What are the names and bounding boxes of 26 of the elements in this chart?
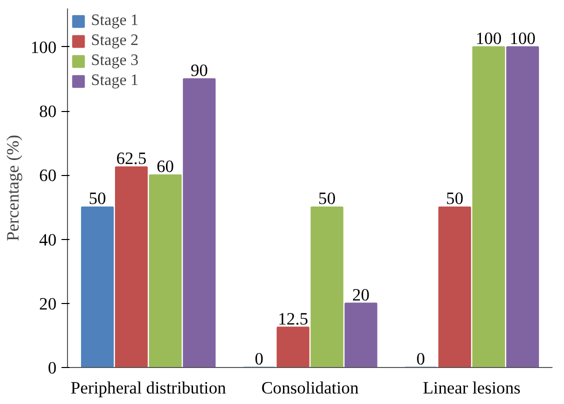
data-label: 90 xyxy=(190,61,208,80)
legend-label: Stage 3 xyxy=(91,52,139,70)
data-label: 50 xyxy=(88,189,106,208)
legend-label: Stage 1 xyxy=(91,12,139,30)
x-tick-label: Linear lesions xyxy=(422,378,521,398)
x-tick-label: Consolidation xyxy=(261,378,359,398)
y-tick-label: 40 xyxy=(39,230,56,250)
y-tick-label: 60 xyxy=(39,166,56,186)
data-label: 60 xyxy=(156,157,174,176)
data-label: 0 xyxy=(254,350,264,368)
data-label: 50 xyxy=(446,189,464,208)
data-label: 100 xyxy=(476,28,502,48)
y-tick-label: 20 xyxy=(39,294,56,314)
data-label: 50 xyxy=(318,189,336,208)
y-tick-label: 0 xyxy=(48,358,57,378)
y-tick-label: 100 xyxy=(30,38,57,57)
y-tick-label: 80 xyxy=(39,102,56,122)
data-label: 100 xyxy=(510,28,536,48)
x-tick-label: Peripheral distribution xyxy=(70,378,226,398)
data-label: 20 xyxy=(352,285,370,304)
y-axis-title: Percentage (%) xyxy=(4,134,23,242)
legend-label: Stage 2 xyxy=(91,32,139,50)
data-label: 62.5 xyxy=(116,149,147,168)
legend-label: Stage 1 xyxy=(91,72,139,90)
data-label: 0 xyxy=(416,350,426,368)
data-label: 12.5 xyxy=(278,309,308,328)
